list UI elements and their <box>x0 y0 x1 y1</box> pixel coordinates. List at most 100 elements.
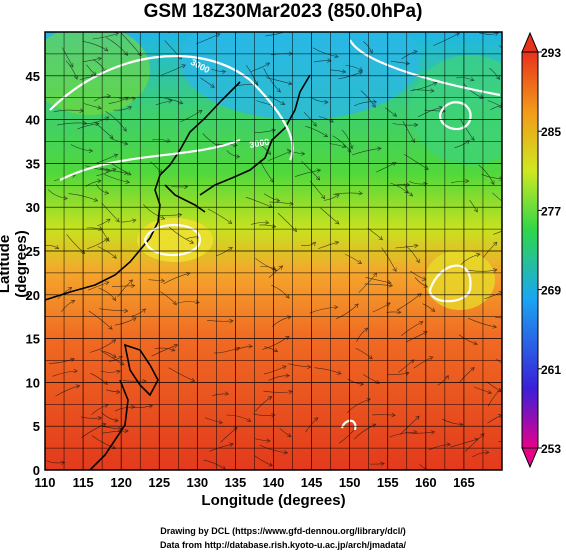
streamline <box>405 331 428 343</box>
streamline <box>61 47 74 68</box>
streamline <box>301 241 316 246</box>
streamline <box>234 346 253 351</box>
streamline-arrow <box>514 369 518 372</box>
streamline-arrow <box>358 191 363 196</box>
streamline <box>111 285 135 287</box>
streamline <box>399 415 420 435</box>
streamline <box>101 202 120 223</box>
streamline <box>235 84 259 87</box>
grid-lines <box>45 32 502 470</box>
streamline <box>365 277 392 284</box>
streamline <box>212 393 229 396</box>
streamline-arrow <box>413 429 418 435</box>
streamline <box>460 253 480 265</box>
streamline-arrow <box>455 32 460 37</box>
y-axis-label: Latitude (degrees) <box>0 230 30 298</box>
streamline-arrow <box>95 121 100 127</box>
streamline <box>105 389 120 393</box>
streamline-arrow <box>413 122 419 128</box>
streamline <box>120 219 136 223</box>
streamline-arrow <box>105 237 110 242</box>
streamline-arrow <box>347 148 352 153</box>
streamline <box>80 416 102 419</box>
streamline-arrow <box>264 220 270 225</box>
streamline-arrow <box>280 101 286 105</box>
streamline <box>100 370 121 373</box>
streamline <box>82 40 109 52</box>
x-axis-label: Longitude (degrees) <box>201 492 346 509</box>
streamline-arrow <box>307 364 312 370</box>
streamline-arrow <box>438 105 444 111</box>
streamline-arrow <box>148 404 154 409</box>
streamline-arrow <box>268 462 273 467</box>
streamline <box>215 247 233 257</box>
streamline-arrow <box>289 201 294 206</box>
streamline <box>61 300 75 313</box>
streamline-arrow <box>408 192 414 197</box>
streamline-arrow <box>266 438 271 443</box>
streamline <box>263 390 293 393</box>
streamline <box>387 372 410 376</box>
streamline-arrow <box>103 47 109 52</box>
streamline <box>402 121 415 143</box>
streamline <box>385 107 397 117</box>
streamline-arrow <box>375 379 380 384</box>
streamline <box>286 148 305 155</box>
streamline-arrow <box>492 268 498 273</box>
streamline <box>83 103 102 109</box>
streamline-arrow <box>181 28 185 32</box>
streamline <box>345 65 363 72</box>
y-tick-label: 10 <box>26 375 40 390</box>
streamline <box>245 64 258 86</box>
streamline <box>57 287 72 300</box>
streamline <box>88 281 110 291</box>
streamline <box>481 174 502 179</box>
streamline <box>478 164 495 185</box>
streamline-arrow <box>235 346 241 351</box>
streamline <box>268 150 292 161</box>
streamline <box>396 293 422 311</box>
y-tick-label: 5 <box>33 419 40 434</box>
streamline-arrow <box>371 103 376 108</box>
streamline-arrow <box>210 83 215 88</box>
streamline-arrow <box>173 343 179 348</box>
streamline-arrow <box>357 259 363 264</box>
streamline-arrow <box>359 381 365 387</box>
streamline-arrow <box>54 244 60 249</box>
streamline <box>401 321 424 336</box>
colorbar-min-arrow <box>521 447 539 469</box>
streamline-arrow <box>313 417 319 422</box>
streamline-arrow <box>127 106 132 111</box>
streamline-arrow <box>470 367 475 372</box>
y-tick-labels: 0 5 10 15 20 25 30 35 40 45 <box>26 69 40 478</box>
streamline <box>372 302 391 313</box>
streamline <box>474 386 492 394</box>
streamline-arrow <box>446 442 451 447</box>
streamline <box>57 122 87 126</box>
streamline-arrow <box>106 93 112 99</box>
streamline <box>164 40 182 60</box>
streamline-arrow <box>131 218 137 223</box>
streamline <box>204 417 223 424</box>
streamline-arrow <box>514 222 518 226</box>
streamline <box>160 291 177 305</box>
streamline <box>101 412 119 422</box>
streamline-arrow <box>73 368 78 374</box>
x-tick-label: 155 <box>377 475 399 490</box>
streamline-arrow <box>391 412 396 418</box>
streamline <box>412 89 435 92</box>
streamline-arrow <box>93 197 99 202</box>
streamline <box>490 105 502 111</box>
streamline <box>414 277 428 288</box>
streamline-arrow <box>97 416 103 421</box>
streamline <box>220 427 238 443</box>
streamline-arrow <box>320 194 326 200</box>
streamline-arrow <box>430 430 436 435</box>
streamline-arrow <box>112 296 117 302</box>
streamline <box>472 452 489 458</box>
streamline-arrow <box>495 75 501 80</box>
streamline <box>84 116 110 125</box>
streamline <box>417 106 443 118</box>
streamline <box>358 272 377 293</box>
x-tick-label: 120 <box>110 475 132 490</box>
